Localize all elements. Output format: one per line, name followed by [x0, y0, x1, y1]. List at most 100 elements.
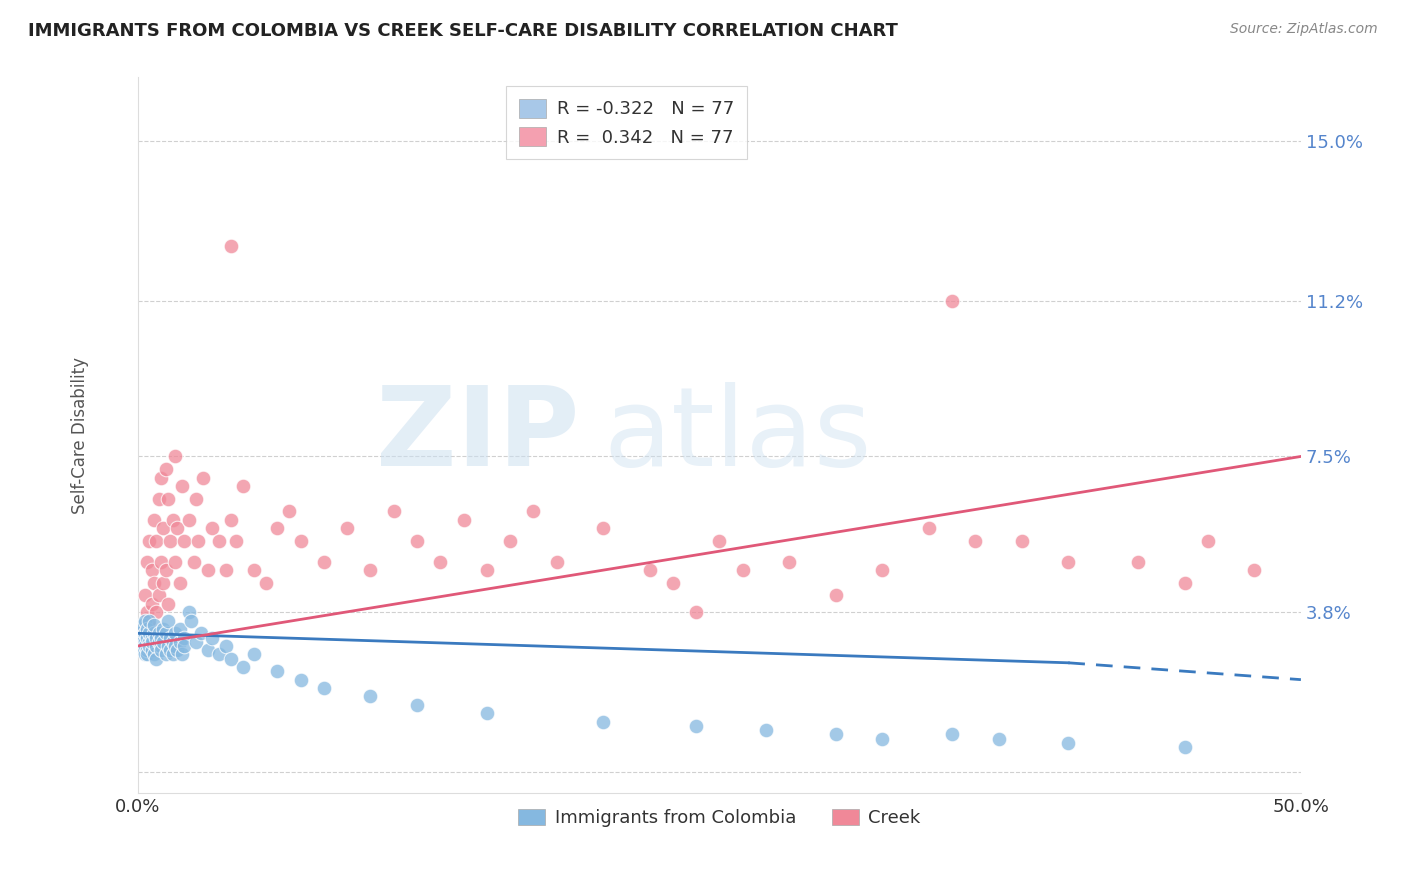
Point: [170, 648, 193, 662]
Point: [965, 533, 987, 548]
Point: [155, 462, 177, 476]
Point: [136, 555, 159, 569]
Point: [152, 575, 174, 590]
Point: [150, 470, 173, 484]
Point: [136, 648, 159, 662]
Legend: Immigrants from Colombia, Creek: Immigrants from Colombia, Creek: [512, 802, 928, 834]
Point: [150, 555, 173, 569]
Point: [173, 639, 195, 653]
Point: [136, 605, 159, 619]
Point: [225, 533, 247, 548]
Point: [162, 648, 184, 662]
Point: [155, 648, 177, 662]
Point: [197, 643, 219, 657]
Point: [731, 563, 754, 577]
Point: [406, 533, 429, 548]
Point: [190, 626, 212, 640]
Point: [266, 521, 288, 535]
Point: [165, 626, 187, 640]
Point: [254, 575, 277, 590]
Point: [152, 521, 174, 535]
Point: [169, 634, 191, 648]
Text: Source: ZipAtlas.com: Source: ZipAtlas.com: [1230, 22, 1378, 37]
Point: [131, 618, 153, 632]
Point: [219, 513, 242, 527]
Point: [685, 719, 707, 733]
Point: [131, 626, 153, 640]
Point: [143, 626, 166, 640]
Point: [131, 634, 153, 648]
Point: [159, 631, 181, 645]
Point: [177, 513, 200, 527]
Point: [157, 639, 180, 653]
Point: [546, 555, 568, 569]
Point: [243, 563, 266, 577]
Point: [592, 714, 614, 729]
Point: [755, 723, 778, 738]
Point: [138, 533, 160, 548]
Point: [145, 533, 167, 548]
Point: [183, 555, 205, 569]
Point: [638, 563, 661, 577]
Point: [145, 605, 167, 619]
Point: [197, 563, 219, 577]
Point: [143, 648, 166, 662]
Point: [138, 626, 160, 640]
Point: [918, 521, 941, 535]
Point: [141, 634, 163, 648]
Point: [138, 634, 160, 648]
Point: [162, 634, 184, 648]
Point: [134, 634, 156, 648]
Point: [131, 643, 153, 657]
Point: [150, 643, 173, 657]
Text: atlas: atlas: [603, 382, 872, 489]
Point: [131, 631, 153, 645]
Point: [215, 563, 238, 577]
Point: [382, 504, 405, 518]
Point: [141, 643, 163, 657]
Point: [290, 533, 312, 548]
Point: [134, 626, 156, 640]
Point: [173, 631, 195, 645]
Point: [129, 626, 152, 640]
Point: [134, 639, 156, 653]
Point: [134, 589, 156, 603]
Point: [157, 597, 180, 611]
Point: [290, 673, 312, 687]
Point: [941, 727, 963, 741]
Point: [1174, 575, 1197, 590]
Point: [173, 533, 195, 548]
Point: [359, 690, 381, 704]
Point: [592, 521, 614, 535]
Point: [152, 622, 174, 636]
Point: [141, 631, 163, 645]
Point: [219, 651, 242, 665]
Point: [177, 605, 200, 619]
Point: [150, 639, 173, 653]
Point: [148, 491, 170, 506]
Point: [1011, 533, 1033, 548]
Point: [662, 575, 685, 590]
Point: [475, 563, 498, 577]
Point: [148, 589, 170, 603]
Point: [136, 643, 159, 657]
Point: [166, 521, 188, 535]
Point: [231, 479, 253, 493]
Point: [709, 533, 731, 548]
Point: [150, 631, 173, 645]
Point: [141, 597, 163, 611]
Point: [136, 631, 159, 645]
Point: [157, 491, 180, 506]
Point: [824, 589, 846, 603]
Point: [166, 643, 188, 657]
Point: [143, 575, 166, 590]
Point: [143, 513, 166, 527]
Point: [266, 664, 288, 678]
Point: [987, 731, 1010, 746]
Point: [148, 626, 170, 640]
Point: [243, 648, 266, 662]
Point: [475, 706, 498, 721]
Point: [141, 563, 163, 577]
Point: [941, 293, 963, 308]
Point: [522, 504, 544, 518]
